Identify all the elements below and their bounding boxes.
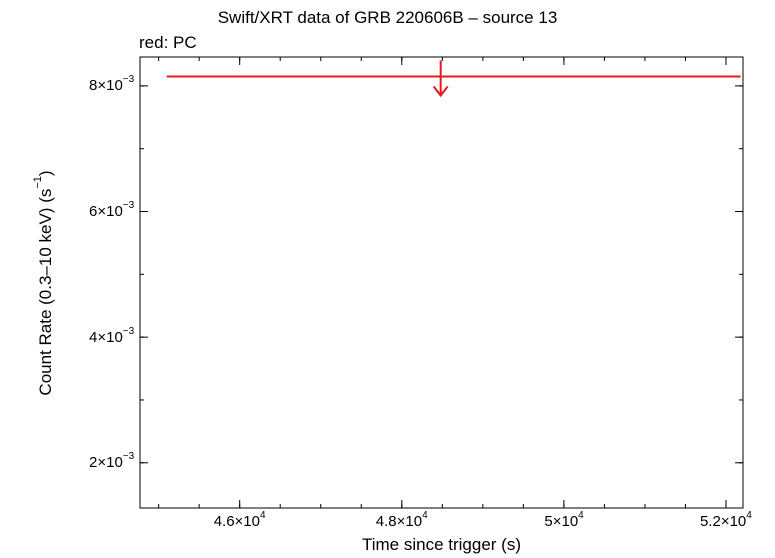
chart-title: Swift/XRT data of GRB 220606B – source 1…	[217, 8, 558, 27]
upper-limit-arrow-head	[432, 85, 449, 98]
x-tick-label: 5×104	[544, 510, 584, 530]
y-tick-label: 2×10−3	[89, 451, 135, 472]
y-tick-label: 6×10−3	[89, 200, 135, 221]
plot-frame	[139, 56, 744, 509]
x-tick-label: 4.8×104	[375, 510, 428, 530]
y-tick-label: 4×10−3	[89, 325, 135, 346]
x-tick-label: 4.6×104	[213, 510, 266, 530]
chart-subtitle: red: PC	[139, 33, 197, 52]
x-axis-label: Time since trigger (s)	[361, 535, 521, 554]
y-tick-label: 8×10−3	[89, 74, 135, 95]
x-tick-label: 5.2×104	[699, 510, 752, 530]
